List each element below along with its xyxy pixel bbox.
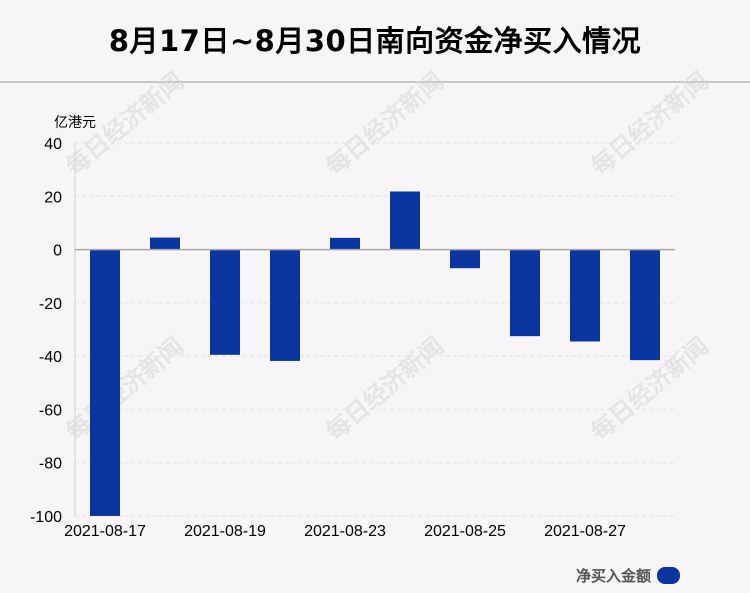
y-tick-label: -40 <box>39 349 62 366</box>
legend: 净买入金额 <box>576 565 681 585</box>
watermark-text: 每日经济新闻 <box>585 66 714 181</box>
y-tick-label: -100 <box>30 509 62 526</box>
bar <box>270 249 300 361</box>
title-divider <box>0 81 750 83</box>
y-tick-label: -20 <box>39 296 62 313</box>
y-axis-unit-label: 亿港元 <box>54 115 96 131</box>
y-axis: 40 20 0 -20 -40 -60 -80 -100 <box>30 136 76 526</box>
bar <box>510 249 540 337</box>
x-tick-label: 2021-08-19 <box>184 523 266 540</box>
watermark-text: 每日经济新闻 <box>320 66 449 181</box>
legend-swatch <box>657 566 681 584</box>
y-tick-label: -80 <box>39 456 62 473</box>
bar <box>450 249 480 269</box>
y-tick-label: 20 <box>44 189 62 206</box>
watermark-text: 每日经济新闻 <box>320 331 449 446</box>
bar <box>330 237 360 250</box>
y-tick-label: 40 <box>44 136 62 153</box>
chart-title: 8月17日~8月30日南向资金净买入情况 <box>108 24 642 58</box>
bar <box>630 249 660 361</box>
bar <box>90 249 120 517</box>
x-tick-label: 2021-08-27 <box>544 523 626 540</box>
legend-label: 净买入金额 <box>576 566 652 585</box>
y-tick-label: -60 <box>39 402 62 419</box>
bar <box>390 191 420 250</box>
bar <box>150 237 180 250</box>
bar <box>570 249 600 342</box>
x-tick-label: 2021-08-17 <box>64 523 146 540</box>
x-tick-label: 2021-08-25 <box>424 523 506 540</box>
x-axis: 2021-08-17 2021-08-19 2021-08-23 2021-08-25… <box>64 248 675 540</box>
y-tick-label: 0 <box>53 243 62 260</box>
bars <box>90 191 660 517</box>
bar <box>210 249 240 355</box>
x-tick-label: 2021-08-23 <box>304 523 386 540</box>
watermark-text: 每日经济新闻 <box>60 331 189 446</box>
